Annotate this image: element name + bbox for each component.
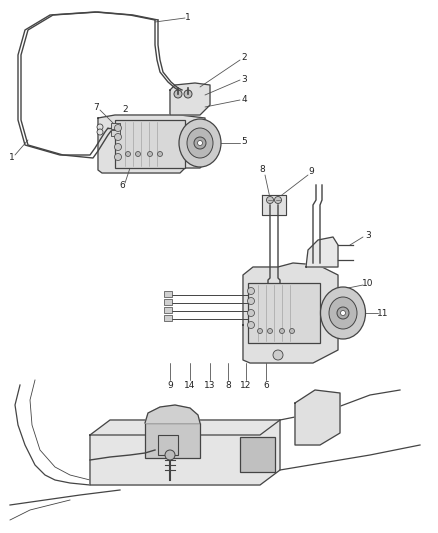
Polygon shape	[145, 405, 200, 423]
Circle shape	[126, 151, 131, 157]
Circle shape	[258, 328, 262, 334]
Text: 6: 6	[119, 182, 125, 190]
Circle shape	[247, 310, 254, 317]
Text: 3: 3	[241, 75, 247, 84]
Circle shape	[247, 287, 254, 295]
Bar	[111, 130, 120, 136]
Circle shape	[174, 90, 182, 98]
Circle shape	[266, 197, 273, 204]
Polygon shape	[243, 263, 338, 363]
Circle shape	[114, 154, 121, 160]
Circle shape	[340, 311, 346, 316]
Circle shape	[247, 321, 254, 328]
Text: 9: 9	[167, 381, 173, 390]
Text: 1: 1	[9, 154, 15, 163]
Circle shape	[273, 350, 283, 360]
Circle shape	[114, 143, 121, 150]
Ellipse shape	[329, 297, 357, 329]
Circle shape	[97, 129, 103, 135]
Text: 8: 8	[225, 381, 231, 390]
Text: 5: 5	[241, 138, 247, 147]
Circle shape	[337, 307, 349, 319]
Bar	[164, 291, 172, 297]
Circle shape	[135, 151, 141, 157]
Bar	[164, 307, 172, 313]
Text: 11: 11	[377, 309, 389, 318]
Text: 12: 12	[240, 381, 252, 390]
Circle shape	[114, 125, 121, 132]
Polygon shape	[170, 83, 210, 115]
Bar	[240, 437, 275, 472]
Bar	[164, 299, 172, 305]
Bar	[115, 120, 185, 168]
Circle shape	[148, 151, 152, 157]
Circle shape	[97, 124, 103, 130]
Polygon shape	[90, 420, 280, 485]
Text: 2: 2	[241, 53, 247, 62]
Text: 1: 1	[185, 12, 191, 21]
Bar	[145, 423, 200, 458]
Circle shape	[290, 328, 294, 334]
Circle shape	[184, 90, 192, 98]
Polygon shape	[98, 115, 205, 173]
Text: 9: 9	[308, 166, 314, 175]
Bar	[111, 123, 120, 129]
Circle shape	[165, 450, 175, 460]
Text: 10: 10	[362, 279, 374, 287]
Polygon shape	[306, 237, 338, 267]
Text: 14: 14	[184, 381, 196, 390]
Bar	[158, 435, 178, 455]
Circle shape	[194, 137, 206, 149]
Bar	[248, 283, 320, 343]
Text: 2: 2	[122, 106, 128, 115]
Ellipse shape	[321, 287, 365, 339]
Text: 8: 8	[259, 166, 265, 174]
Ellipse shape	[187, 128, 213, 158]
Text: 4: 4	[241, 94, 247, 103]
Text: 6: 6	[263, 381, 269, 390]
Text: 3: 3	[365, 230, 371, 239]
Polygon shape	[262, 195, 286, 215]
Text: 7: 7	[93, 102, 99, 111]
Polygon shape	[295, 390, 340, 445]
Circle shape	[158, 151, 162, 157]
Bar	[164, 315, 172, 321]
Circle shape	[114, 133, 121, 141]
Circle shape	[268, 328, 272, 334]
Circle shape	[198, 141, 202, 146]
Circle shape	[247, 297, 254, 304]
Circle shape	[279, 328, 285, 334]
Text: 13: 13	[204, 381, 216, 390]
Circle shape	[275, 197, 282, 204]
Ellipse shape	[179, 119, 221, 167]
